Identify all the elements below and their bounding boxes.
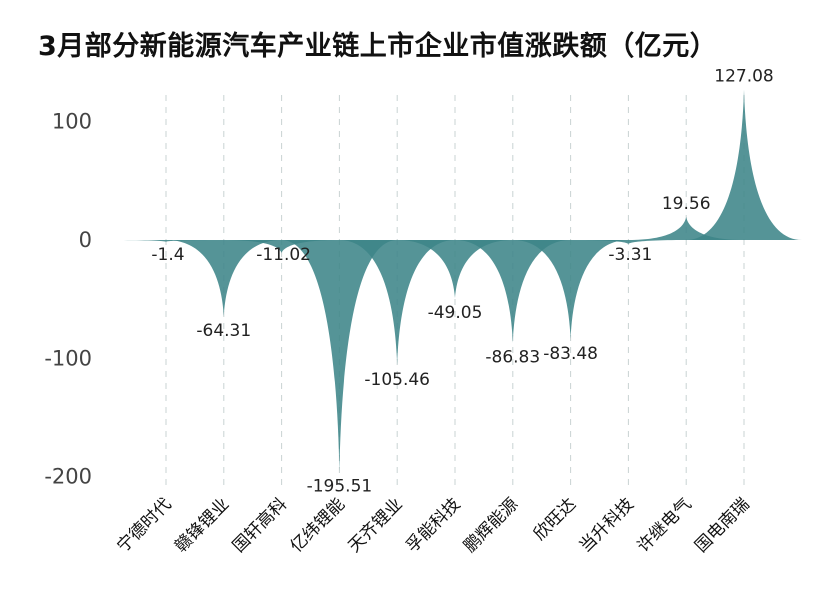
data-label: -11.02 — [256, 245, 311, 265]
chart-title: 3月部分新能源汽车产业链上市企业市值涨跌额（亿元） — [38, 31, 718, 62]
data-label: -1.4 — [151, 245, 184, 265]
data-label: -105.46 — [364, 370, 430, 390]
x-tick-label: 国轩高科 — [229, 494, 291, 556]
x-tick-label: 欣旺达 — [530, 494, 580, 544]
spike-mark — [223, 240, 340, 254]
spike-mark — [397, 240, 513, 299]
x-tick-label: 国电南瑞 — [691, 494, 753, 556]
spike-mark — [628, 216, 745, 240]
data-label: -64.31 — [196, 321, 251, 341]
spike-mark — [512, 240, 629, 339]
y-tick-label: -200 — [44, 465, 92, 489]
x-tick-label: 许继电气 — [634, 494, 696, 556]
data-label: -3.31 — [608, 245, 652, 265]
x-tick-label: 宁德时代 — [113, 494, 175, 556]
spike-mark — [281, 240, 398, 472]
spike-mark — [454, 240, 571, 343]
x-tick-label: 赣锋锂业 — [171, 494, 233, 556]
spike-mark — [570, 240, 687, 244]
data-label: 19.56 — [662, 194, 711, 214]
x-tick-label: 天齐锂业 — [345, 494, 407, 556]
data-label: -83.48 — [543, 344, 598, 364]
x-tick-label: 孚能科技 — [402, 494, 464, 556]
spike-mark — [165, 240, 282, 317]
y-tick-label: 0 — [79, 228, 92, 252]
spike-mark — [686, 89, 802, 240]
spike-mark — [339, 240, 456, 365]
x-tick-label: 当升科技 — [576, 494, 638, 556]
data-label: 127.08 — [714, 67, 773, 87]
x-tick-label: 亿纬锂能 — [287, 494, 349, 556]
y-tick-label: -100 — [44, 346, 92, 370]
y-tick-label: 100 — [52, 110, 92, 134]
data-label: -49.05 — [428, 303, 483, 323]
x-tick-label: 鹏辉能源 — [460, 494, 522, 556]
data-label: -195.51 — [307, 476, 373, 496]
data-label: -86.83 — [485, 348, 540, 368]
spike-mark — [108, 240, 224, 242]
